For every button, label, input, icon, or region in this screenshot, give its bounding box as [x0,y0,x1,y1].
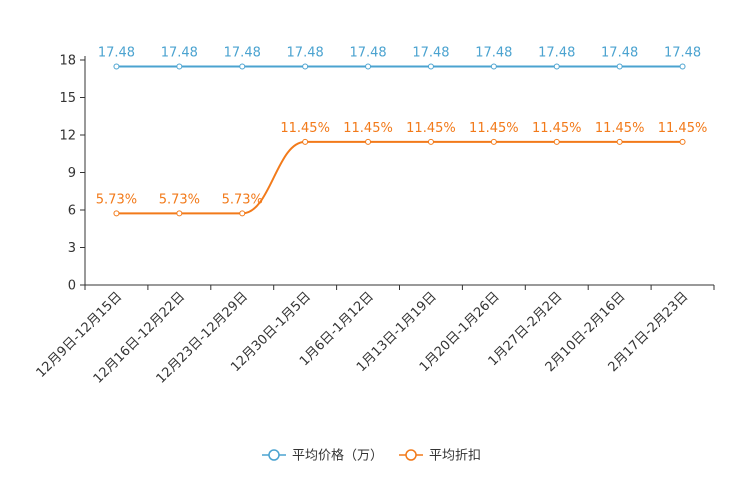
data-point [239,210,246,217]
x-axis: 12月9日-12月15日12月16日-12月22日12月23日-12月29日12… [34,284,715,387]
data-label: 17.48 [664,46,701,61]
y-tick-label: 12 [59,129,76,144]
legend-item-0: 平均价格（万） [262,448,383,464]
series-line [116,140,683,215]
series-0: 17.48 17.48 17.48 17.48 17.48 17.48 17.48 17.48… [98,46,701,70]
data-label: 11.45% [280,121,330,136]
data-point [427,63,434,70]
data-point [427,138,434,145]
data-point [176,63,183,70]
data-label: 11.45% [469,121,519,136]
y-axis: 0 3 6 9 12 15 18 [59,54,86,294]
y-tick-label: 15 [59,91,76,106]
y-tick-label: 9 [68,166,76,181]
legend-marker [405,449,417,461]
data-label: 11.45% [532,121,582,136]
y-tick-label: 3 [68,241,76,256]
data-point [679,63,686,70]
data-label: 11.45% [343,121,393,136]
data-label: 17.48 [98,46,135,61]
data-point [365,138,372,145]
data-point [490,63,497,70]
data-label: 17.48 [287,46,324,61]
data-label: 17.48 [412,46,449,61]
data-point [302,63,309,70]
data-point [365,63,372,70]
legend-marker [268,449,280,461]
y-tick-label: 0 [68,279,76,294]
data-point [679,138,686,145]
y-tick-label: 18 [59,54,76,69]
data-label: 11.45% [595,121,645,136]
series-1: 5.73% 5.73% 5.73% 11.45% 11.45% 11.45% 11.45% 1… [96,121,708,217]
data-label: 11.45% [658,121,708,136]
data-point [302,138,309,145]
data-point [113,63,120,70]
series-layer: 17.48 17.48 17.48 17.48 17.48 17.48 17.48 17.48… [96,46,708,217]
data-label: 5.73% [96,192,137,207]
data-label: 17.48 [601,46,638,61]
data-point [490,138,497,145]
data-point [616,138,623,145]
data-point [176,210,183,217]
data-label: 11.45% [406,121,456,136]
data-point [553,138,560,145]
data-label: 17.48 [349,46,386,61]
data-point [616,63,623,70]
data-label: 17.48 [161,46,198,61]
data-label: 17.48 [538,46,575,61]
data-point [553,63,560,70]
legend: 平均价格（万） 平均折扣 [262,448,481,464]
legend-item-1: 平均折扣 [399,449,481,464]
legend-label: 平均折扣 [429,449,481,464]
data-label: 5.73% [159,192,200,207]
data-point [113,210,120,217]
data-label: 17.48 [475,46,512,61]
y-tick-label: 6 [68,204,76,219]
data-label: 5.73% [222,192,263,207]
legend-label: 平均价格（万） [292,448,383,464]
data-point [239,63,246,70]
data-label: 17.48 [224,46,261,61]
